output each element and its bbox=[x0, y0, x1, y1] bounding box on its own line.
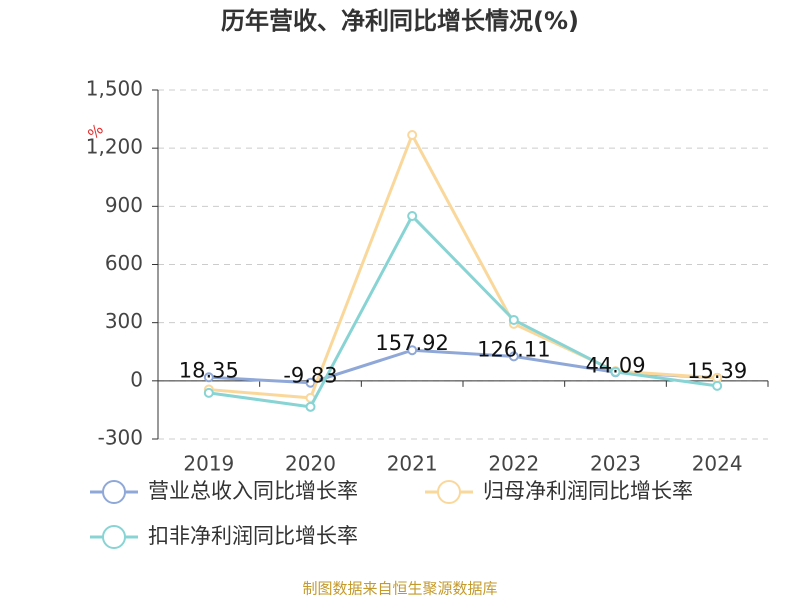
series-line bbox=[208, 213, 718, 409]
data-point bbox=[407, 345, 418, 356]
data-label: 157.92 bbox=[375, 331, 448, 355]
x-tick-label: 2024 bbox=[692, 452, 743, 476]
legend-marker bbox=[102, 525, 126, 549]
data-point bbox=[712, 380, 723, 391]
chart-title: 历年营收、净利同比增长情况(%) bbox=[221, 7, 579, 35]
data-point bbox=[305, 401, 316, 412]
x-tick-label: 2020 bbox=[285, 452, 336, 476]
legend-label: 扣非净利润同比增长率 bbox=[148, 524, 358, 548]
x-tick-label: 2023 bbox=[590, 452, 641, 476]
x-tick-label: 2019 bbox=[183, 452, 234, 476]
data-label: 126.11 bbox=[477, 337, 550, 361]
data-point bbox=[305, 377, 316, 388]
legend-label: 归母净利润同比增长率 bbox=[483, 479, 693, 503]
data-point bbox=[203, 372, 214, 383]
series-line bbox=[208, 131, 718, 400]
data-point bbox=[508, 314, 519, 325]
source: 制图数据来自恒生聚源数据库 bbox=[302, 580, 497, 598]
y-tick-label: 1,500 bbox=[86, 77, 143, 101]
legend-marker bbox=[102, 480, 126, 504]
legend-label: 营业总收入同比增长率 bbox=[148, 479, 358, 503]
data-point bbox=[407, 211, 418, 222]
x-tick-label: 2022 bbox=[488, 452, 539, 476]
y-tick-label: 300 bbox=[105, 309, 143, 333]
y-tick-label: 0 bbox=[130, 367, 143, 391]
data-point bbox=[407, 129, 418, 140]
data-point bbox=[508, 351, 519, 362]
y-tick-label: -300 bbox=[98, 426, 143, 450]
y-tick-label: 600 bbox=[105, 251, 143, 275]
data-label: -9.83 bbox=[283, 364, 337, 388]
legend-marker bbox=[437, 480, 461, 504]
y-tick-label: 900 bbox=[105, 193, 143, 217]
data-point bbox=[610, 366, 621, 377]
data-label: 15.39 bbox=[687, 359, 747, 383]
y-tick-label: 1,200 bbox=[86, 135, 143, 159]
data-label: 18.35 bbox=[179, 358, 239, 382]
data-label: 44.09 bbox=[585, 353, 645, 377]
data-point bbox=[203, 387, 214, 398]
x-tick-label: 2021 bbox=[387, 452, 438, 476]
